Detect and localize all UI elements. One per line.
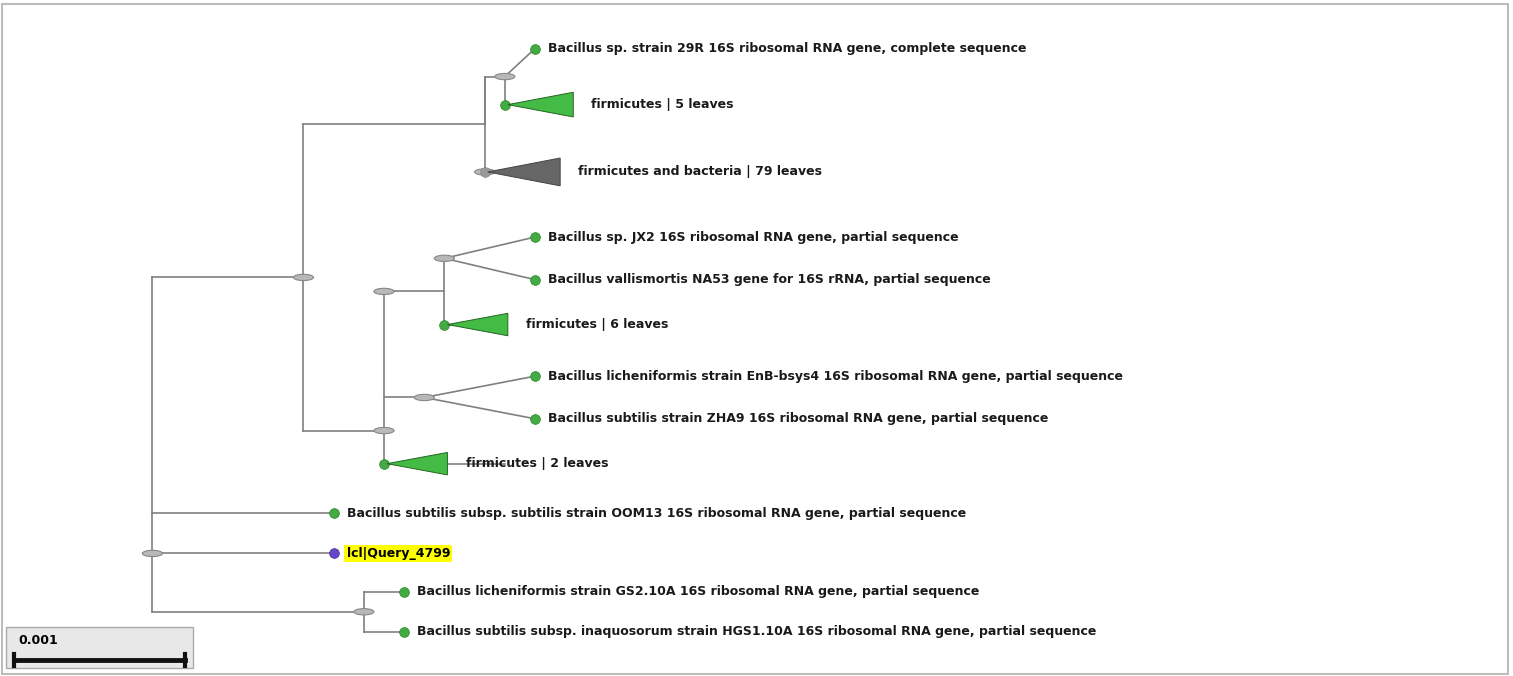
Text: Bacillus subtilis subsp. subtilis strain OOM13 16S ribosomal RNA gene, partial s: Bacillus subtilis subsp. subtilis strain… (346, 506, 965, 520)
Text: firmicutes and bacteria | 79 leaves: firmicutes and bacteria | 79 leaves (578, 166, 822, 178)
Text: Bacillus subtilis subsp. inaquosorum strain HGS1.10A 16S ribosomal RNA gene, par: Bacillus subtilis subsp. inaquosorum str… (418, 625, 1097, 638)
Text: Bacillus sp. strain 29R 16S ribosomal RNA gene, complete sequence: Bacillus sp. strain 29R 16S ribosomal RN… (548, 42, 1027, 55)
Ellipse shape (294, 274, 313, 281)
Ellipse shape (374, 288, 393, 295)
Text: firmicutes | 6 leaves: firmicutes | 6 leaves (527, 318, 669, 331)
Ellipse shape (475, 169, 495, 175)
Ellipse shape (415, 394, 434, 401)
Text: Bacillus licheniformis strain EnB-bsys4 16S ribosomal RNA gene, partial sequence: Bacillus licheniformis strain EnB-bsys4 … (548, 370, 1123, 383)
Text: Bacillus sp. JX2 16S ribosomal RNA gene, partial sequence: Bacillus sp. JX2 16S ribosomal RNA gene,… (548, 231, 959, 243)
Text: lcl|Query_4799: lcl|Query_4799 (346, 547, 451, 560)
Polygon shape (387, 452, 448, 475)
Text: Bacillus licheniformis strain GS2.10A 16S ribosomal RNA gene, partial sequence: Bacillus licheniformis strain GS2.10A 16… (418, 585, 979, 598)
Text: firmicutes | 2 leaves: firmicutes | 2 leaves (466, 457, 608, 470)
Text: 0.001: 0.001 (18, 633, 59, 646)
Polygon shape (508, 92, 573, 117)
Ellipse shape (434, 256, 454, 262)
Polygon shape (487, 158, 560, 186)
Ellipse shape (142, 550, 162, 556)
Ellipse shape (374, 427, 393, 434)
Text: Bacillus subtilis strain ZHA9 16S ribosomal RNA gene, partial sequence: Bacillus subtilis strain ZHA9 16S riboso… (548, 412, 1049, 425)
Polygon shape (448, 313, 508, 336)
FancyBboxPatch shape (6, 627, 192, 668)
Ellipse shape (495, 74, 514, 80)
Ellipse shape (354, 608, 374, 615)
Text: firmicutes | 5 leaves: firmicutes | 5 leaves (592, 98, 734, 111)
Text: Bacillus vallismortis NA53 gene for 16S rRNA, partial sequence: Bacillus vallismortis NA53 gene for 16S … (548, 273, 991, 286)
